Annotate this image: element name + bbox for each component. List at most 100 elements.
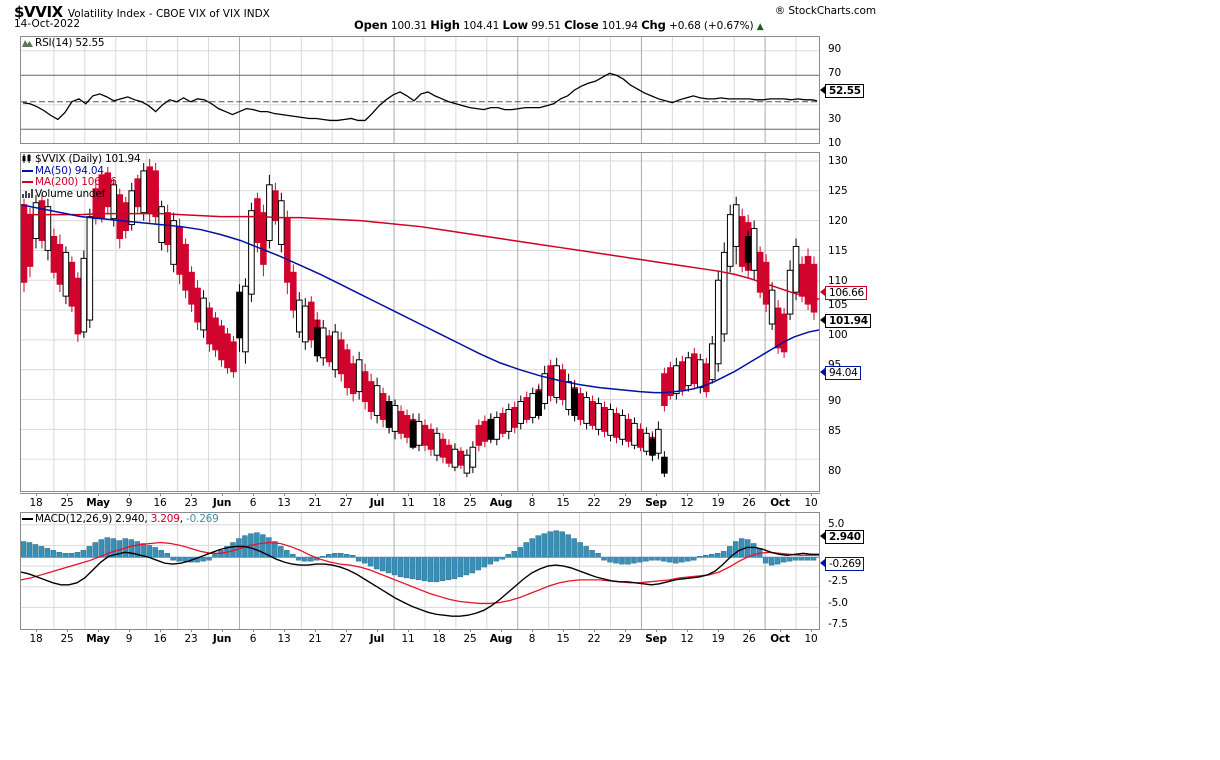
x-axis-label-29: 29 — [618, 633, 632, 645]
x-axis-tick — [656, 493, 657, 496]
x-axis-tick — [191, 629, 192, 632]
x-axis-label-22: 22 — [587, 497, 601, 509]
macd-ytick-neg5: -5.0 — [828, 597, 848, 609]
x-axis-tick — [222, 629, 223, 632]
ma50-legend-label: MA(50) 94.04 — [35, 164, 104, 177]
x-axis-label-jun: Jun — [212, 633, 232, 645]
x-axis-tick — [625, 493, 626, 496]
x-axis-tick — [315, 629, 316, 632]
x-axis-tick — [780, 629, 781, 632]
x-axis-tick — [532, 629, 533, 632]
x-axis-tick — [563, 629, 564, 632]
x-axis-tick — [811, 493, 812, 496]
ma200-flag-pointer — [820, 288, 825, 296]
x-axis-tick — [408, 629, 409, 632]
x-axis-tick — [749, 493, 750, 496]
macd-ytick-5: 5.0 — [828, 518, 845, 530]
x-axis-label-may: May — [86, 633, 110, 645]
price-legend-ma200-row: MA(200) 106.66 — [22, 176, 141, 189]
rsi-month-separators — [238, 37, 766, 143]
x-axis-label-25: 25 — [463, 633, 477, 645]
x-axis-label-18: 18 — [29, 633, 43, 645]
price-flag-pointer — [820, 316, 825, 324]
x-axis-label-25: 25 — [60, 497, 74, 509]
rsi-legend: RSI(14) 52.55 — [22, 37, 105, 50]
ma200-line — [21, 212, 819, 300]
x-axis-label-18: 18 — [432, 633, 446, 645]
price-ytick-115: 115 — [828, 245, 848, 257]
high-label: High — [430, 18, 460, 32]
macd-line — [21, 545, 819, 617]
open-label: Open — [354, 18, 388, 32]
macd-hist-flag-pointer — [820, 559, 825, 567]
chg-value: +0.68 (+0.67%) — [669, 20, 754, 32]
ohlc-quote: Open 100.31 High 104.41 Low 99.51 Close … — [354, 18, 764, 32]
x-axis-tick — [439, 493, 440, 496]
x-axis-tick — [470, 629, 471, 632]
rsi-gridlines — [21, 37, 819, 143]
x-axis-tick — [439, 629, 440, 632]
x-axis-label-8: 8 — [528, 633, 536, 645]
high-value: 104.41 — [463, 20, 500, 32]
price-ytick-125: 125 — [828, 185, 848, 197]
x-axis-label-18: 18 — [29, 497, 43, 509]
price-ytick-120: 120 — [828, 215, 848, 227]
ma50-value-flag: 94.04 — [825, 366, 861, 380]
x-axis-label-aug: Aug — [489, 633, 513, 645]
macd-legend-value: 2.940 — [115, 513, 145, 525]
price-panel — [20, 152, 820, 492]
candlestick-series — [21, 158, 818, 478]
x-axis-label-16: 16 — [153, 497, 167, 509]
x-axis-tick — [501, 629, 502, 632]
macd-flag-pointer — [820, 532, 825, 540]
ma200-swatch-icon — [22, 181, 33, 183]
x-axis-tick — [67, 493, 68, 496]
x-axis-tick — [67, 629, 68, 632]
x-axis-tick — [780, 493, 781, 496]
x-axis-label-8: 8 — [528, 497, 536, 509]
x-axis-tick — [687, 493, 688, 496]
chg-label: Chg — [641, 18, 666, 32]
close-value: 101.94 — [601, 20, 638, 32]
mountain-icon — [22, 38, 33, 47]
rsi-legend-label: RSI(14) 52.55 — [35, 37, 105, 49]
rsi-ytick-70: 70 — [828, 67, 841, 79]
x-axis-label-6: 6 — [249, 497, 257, 509]
x-axis-tick — [160, 629, 161, 632]
low-value: 99.51 — [531, 20, 561, 32]
x-axis-tick — [501, 493, 502, 496]
x-axis-tick — [36, 493, 37, 496]
x-axis-label-19: 19 — [711, 497, 725, 509]
bars-icon — [22, 188, 33, 198]
price-legend-main-row: $VVIX (Daily) 101.94 — [22, 153, 141, 166]
x-axis-tick — [253, 629, 254, 632]
x-axis-tick — [160, 493, 161, 496]
x-axis-label-12: 12 — [680, 633, 694, 645]
macd-swatch-icon — [22, 518, 33, 520]
low-label: Low — [502, 18, 529, 32]
x-axis-tick — [377, 629, 378, 632]
quote-date: 14-Oct-2022 — [14, 18, 81, 30]
x-axis-label-26: 26 — [742, 497, 756, 509]
macd-legend: MACD(12,26,9) 2.940, 3.209, -0.269 — [22, 513, 219, 526]
x-axis-label-29: 29 — [618, 497, 632, 509]
x-axis-label-13: 13 — [277, 633, 291, 645]
macd-legend-signal: 3.209 — [150, 513, 180, 525]
x-axis-label-10: 10 — [804, 633, 818, 645]
x-axis-label-jul: Jul — [369, 497, 385, 509]
price-ytick-130: 130 — [828, 155, 848, 167]
price-ytick-85: 85 — [828, 425, 841, 437]
x-axis-label-sep: Sep — [645, 633, 667, 645]
rsi-value-flag: 52.55 — [825, 84, 864, 98]
symbol-title: $VVIX Volatility Index - CBOE VIX of VIX… — [14, 2, 876, 21]
ma200-value-flag: 106.66 — [825, 286, 867, 300]
x-axis-tick — [98, 629, 99, 632]
x-axis-label-23: 23 — [184, 633, 198, 645]
x-axis-label-15: 15 — [556, 633, 570, 645]
x-axis-tick — [284, 629, 285, 632]
x-axis-label-19: 19 — [711, 633, 725, 645]
up-triangle-icon: ▲ — [756, 22, 764, 32]
x-axis-tick — [470, 493, 471, 496]
x-axis-tick — [377, 493, 378, 496]
x-axis-label-26: 26 — [742, 633, 756, 645]
